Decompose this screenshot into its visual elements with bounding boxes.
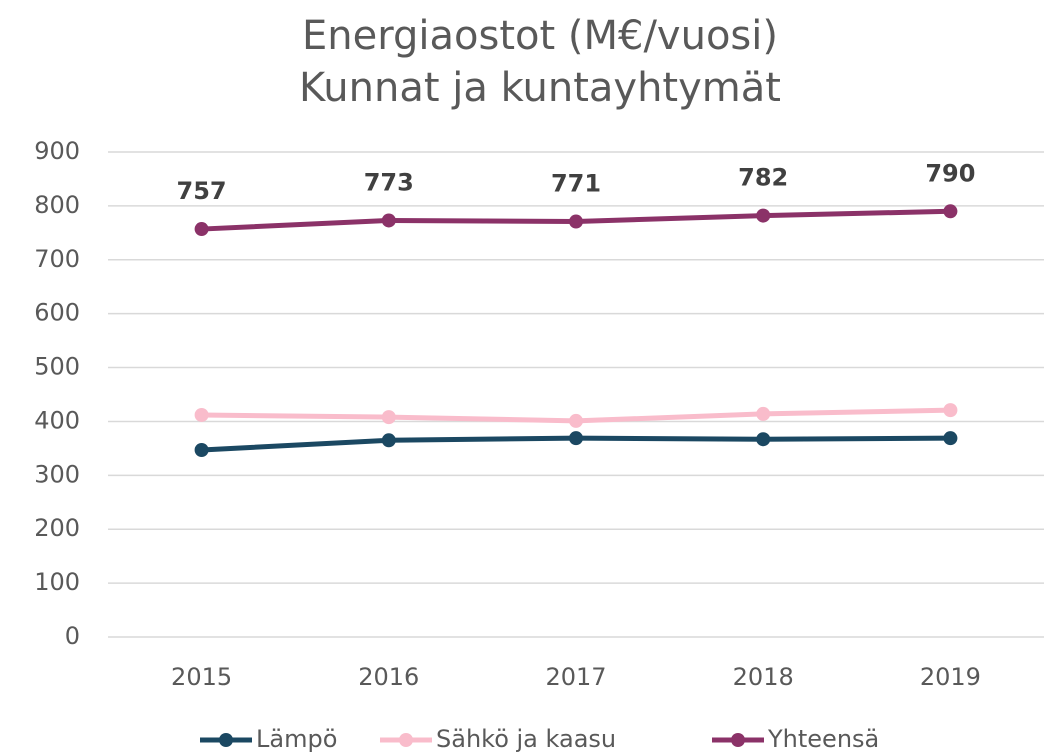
y-tick-label: 800 (34, 191, 80, 219)
chart-subtitle: Kunnat ja kuntayhtymät (299, 65, 781, 111)
y-tick-label: 400 (34, 406, 80, 434)
point (756, 406, 771, 421)
x-tick-label: 2019 (920, 663, 981, 691)
legend-marker (731, 733, 745, 747)
data-label: 773 (364, 168, 414, 196)
y-tick-label: 900 (34, 137, 80, 165)
legend-label: Sähkö ja kaasu (436, 725, 616, 752)
point (194, 443, 209, 458)
point (756, 432, 771, 447)
point (381, 213, 396, 228)
point (569, 413, 583, 428)
y-tick-label: 200 (34, 514, 80, 542)
data-label: 771 (551, 170, 601, 198)
point (943, 431, 958, 446)
y-tick-label: 0 (65, 622, 80, 650)
data-label: 782 (738, 164, 788, 192)
y-tick-label: 700 (34, 245, 80, 273)
point (381, 433, 396, 448)
y-tick-label: 600 (34, 299, 80, 327)
point (194, 407, 209, 422)
data-label: 790 (925, 159, 975, 187)
x-tick-label: 2017 (545, 663, 606, 691)
chart-title: Energiaostot (M€/vuosi) (302, 13, 778, 59)
point (194, 222, 209, 237)
y-tick-label: 100 (34, 568, 80, 596)
x-tick-label: 2016 (358, 663, 419, 691)
legend-label: Yhteensä (767, 725, 879, 752)
point (943, 204, 958, 219)
legend-label: Lämpö (256, 725, 337, 752)
point (569, 214, 583, 229)
point (943, 403, 958, 418)
legend-marker (399, 733, 413, 747)
point (569, 431, 583, 446)
y-tick-label: 500 (34, 353, 80, 381)
point (381, 410, 396, 425)
x-tick-label: 2018 (733, 663, 794, 691)
legend-marker (219, 733, 233, 747)
data-label: 757 (177, 177, 227, 205)
y-tick-label: 300 (34, 460, 80, 488)
x-tick-label: 2015 (171, 663, 232, 691)
point (756, 208, 771, 223)
